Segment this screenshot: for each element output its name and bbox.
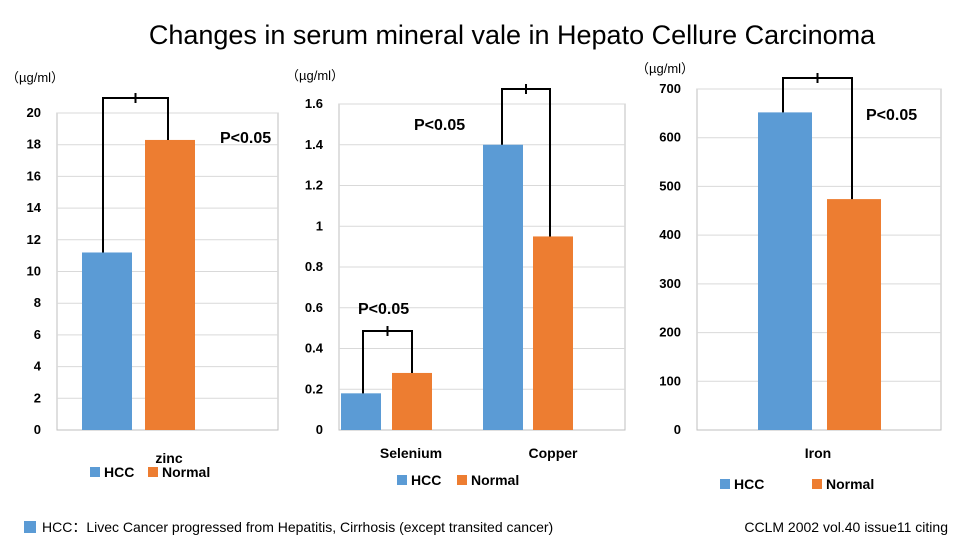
legend-swatch-hcc: [90, 467, 100, 477]
bar-hcc-iron: [758, 112, 812, 430]
bar-normal-copper: [533, 236, 573, 430]
category-label-iron: Iron: [805, 445, 831, 461]
zinc-chart: （µg/ml） P<0.05 0 2 4 6 8 10 12 14 16 18 20 zinc HC…: [6, 70, 279, 480]
legend-label-normal: Normal: [826, 476, 874, 492]
y-tick-label: 700: [659, 81, 681, 96]
footnote: HCC：Livec Cancer progressed from Hepatit…: [42, 519, 553, 535]
legend-swatch-normal: [457, 475, 467, 485]
y-tick-label: 1: [316, 218, 323, 233]
y-tick-label: 0.4: [305, 341, 324, 356]
y-tick-label: 2: [34, 390, 41, 405]
bar-normal-selenium: [392, 372, 432, 430]
category-label-copper: Copper: [529, 445, 579, 461]
citation: CCLM 2002 vol.40 issue11 citing: [744, 519, 948, 535]
y-tick-label: 600: [659, 130, 681, 145]
y-tick-label: 8: [34, 295, 41, 310]
selenium-copper-unit-label: （µg/ml）: [286, 68, 344, 83]
legend-swatch-normal: [148, 467, 158, 477]
category-label-selenium: Selenium: [380, 445, 442, 461]
footnote-swatch-hcc: [24, 521, 36, 533]
y-tick-label: 0: [34, 422, 41, 437]
y-tick-label: 200: [659, 325, 681, 340]
bar-hcc-selenium: [341, 393, 381, 430]
legend-label-hcc: HCC: [104, 464, 134, 480]
y-tick-label: 0: [674, 422, 681, 437]
plot-area-border: [696, 88, 942, 431]
y-tick-label: 20: [27, 105, 41, 120]
legend-swatch-hcc: [720, 479, 730, 489]
selenium-copper-legend: HCC Normal: [397, 472, 519, 488]
y-tick-label: 0.2: [305, 381, 323, 396]
y-tick-label: 6: [34, 327, 41, 342]
y-tick-label: 16: [27, 168, 41, 183]
selenium-copper-chart: （µg/ml） P<0.05 P<0.05 0 0.2 0.4 0.6 0.8 1 1.2 1.…: [286, 68, 626, 488]
bar-hcc-copper: [483, 144, 523, 430]
y-tick-label: 1.6: [305, 96, 323, 111]
p-value-label-iron: P<0.05: [866, 107, 917, 124]
y-tick-label: 12: [27, 232, 41, 247]
legend-swatch-hcc: [397, 475, 407, 485]
zinc-legend: HCC Normal: [90, 464, 210, 480]
legend-label-hcc: HCC: [734, 476, 764, 492]
y-tick-label: 18: [27, 137, 41, 152]
y-tick-label: 400: [659, 227, 681, 242]
iron-unit-label: （µg/ml）: [636, 61, 694, 76]
y-tick-label: 14: [27, 200, 42, 215]
bar-hcc-zinc: [82, 252, 132, 430]
y-tick-label: 500: [659, 178, 681, 193]
legend-label-normal: Normal: [471, 472, 519, 488]
p-value-label-zinc: P<0.05: [220, 130, 271, 147]
zinc-unit-label: （µg/ml）: [6, 70, 64, 85]
p-value-label-selenium: P<0.05: [358, 301, 409, 318]
iron-chart: （µg/ml） P<0.05 0 100 200 300 400 500 600 700 Ir…: [636, 61, 942, 492]
y-tick-label: 4: [34, 359, 42, 374]
y-tick-label: 300: [659, 276, 681, 291]
y-tick-label: 10: [27, 264, 41, 279]
y-tick-label: 0.8: [305, 259, 323, 274]
bar-normal-zinc: [145, 139, 195, 430]
y-tick-label: 0: [316, 422, 323, 437]
legend-label-normal: Normal: [162, 464, 210, 480]
chart-title: Changes in serum mineral vale in Hepato …: [149, 20, 876, 50]
legend-swatch-normal: [812, 479, 822, 489]
y-tick-label: 1.4: [305, 137, 324, 152]
y-tick-label: 1.2: [305, 178, 323, 193]
y-tick-label: 0.6: [305, 300, 323, 315]
category-label-zinc: zinc: [155, 450, 182, 466]
iron-legend: HCC Normal: [720, 476, 874, 492]
y-tick-label: 100: [659, 373, 681, 388]
bar-normal-iron: [827, 199, 881, 430]
p-value-label-copper: P<0.05: [414, 117, 465, 134]
legend-label-hcc: HCC: [411, 472, 441, 488]
